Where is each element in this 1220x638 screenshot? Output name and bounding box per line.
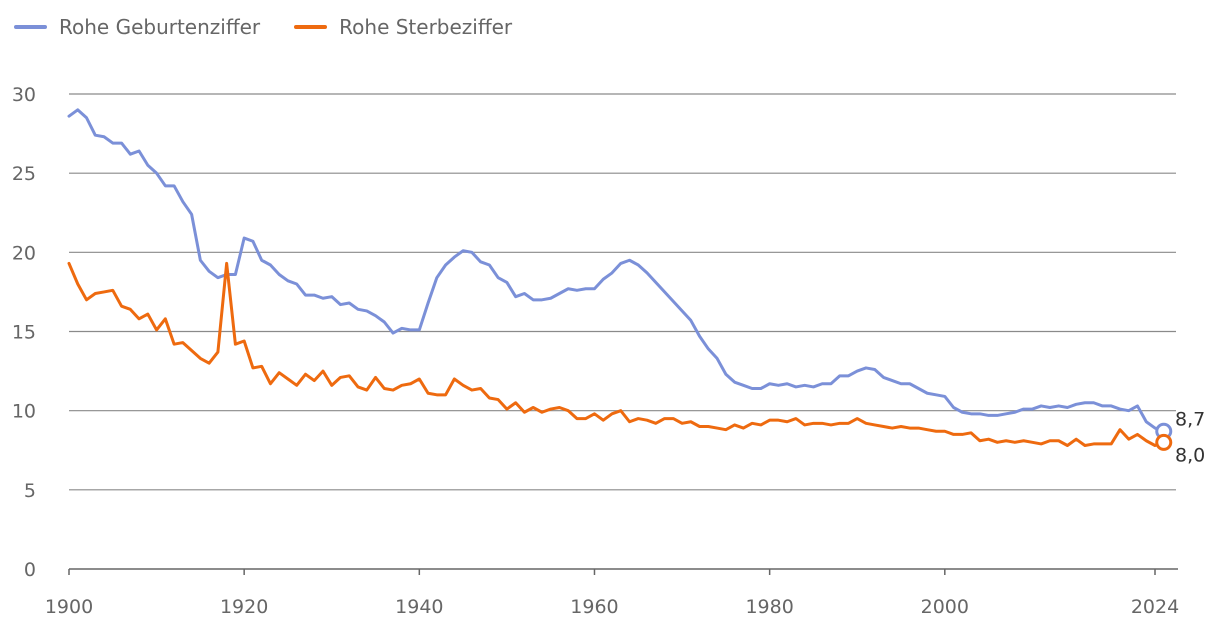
x-tick-label-1920: 1920 xyxy=(220,596,268,618)
y-tick-label-10: 10 xyxy=(12,401,36,423)
x-axis: 1900 1920 1940 1960 1980 2000 2024 xyxy=(45,568,1179,618)
x-tick-label-2000: 2000 xyxy=(921,596,969,618)
series-lines xyxy=(67,108,1166,447)
legend-label-death-rate: Rohe Sterbeziffer xyxy=(339,15,513,39)
y-tick-label-15: 15 xyxy=(12,322,36,344)
legend-item-birth-rate[interactable]: Rohe Geburtenziffer xyxy=(14,15,260,39)
legend-item-death-rate[interactable]: Rohe Sterbeziffer xyxy=(294,15,512,39)
end-value-label-death-rate: 8,0 xyxy=(1175,444,1205,466)
x-tick-label-1900: 1900 xyxy=(45,596,93,618)
grid-lines xyxy=(69,93,1176,491)
legend-swatch-death-rate xyxy=(294,25,328,29)
x-tick-label-1960: 1960 xyxy=(570,596,618,618)
y-tick-label-5: 5 xyxy=(24,480,36,502)
y-tick-label-0: 0 xyxy=(24,559,36,581)
legend-swatch-birth-rate xyxy=(14,25,47,29)
y-tick-label-20: 20 xyxy=(12,242,36,264)
y-axis: 0 5 10 15 20 25 30 xyxy=(12,84,36,581)
y-tick-label-25: 25 xyxy=(12,163,36,185)
x-tick-label-2024: 2024 xyxy=(1131,596,1179,618)
series-line-birth-rate xyxy=(67,108,1166,433)
x-tick-label-1980: 1980 xyxy=(745,596,793,618)
end-markers: 8,7 8,0 xyxy=(1155,408,1205,466)
end-point-death-rate[interactable] xyxy=(1155,433,1173,451)
end-value-label-birth-rate: 8,7 xyxy=(1175,408,1205,430)
x-tick-label-1940: 1940 xyxy=(395,596,443,618)
series-line-death-rate xyxy=(67,261,1166,447)
y-tick-label-30: 30 xyxy=(12,84,36,106)
legend: Rohe Geburtenziffer Rohe Sterbeziffer xyxy=(14,12,512,42)
legend-label-birth-rate: Rohe Geburtenziffer xyxy=(59,15,261,39)
